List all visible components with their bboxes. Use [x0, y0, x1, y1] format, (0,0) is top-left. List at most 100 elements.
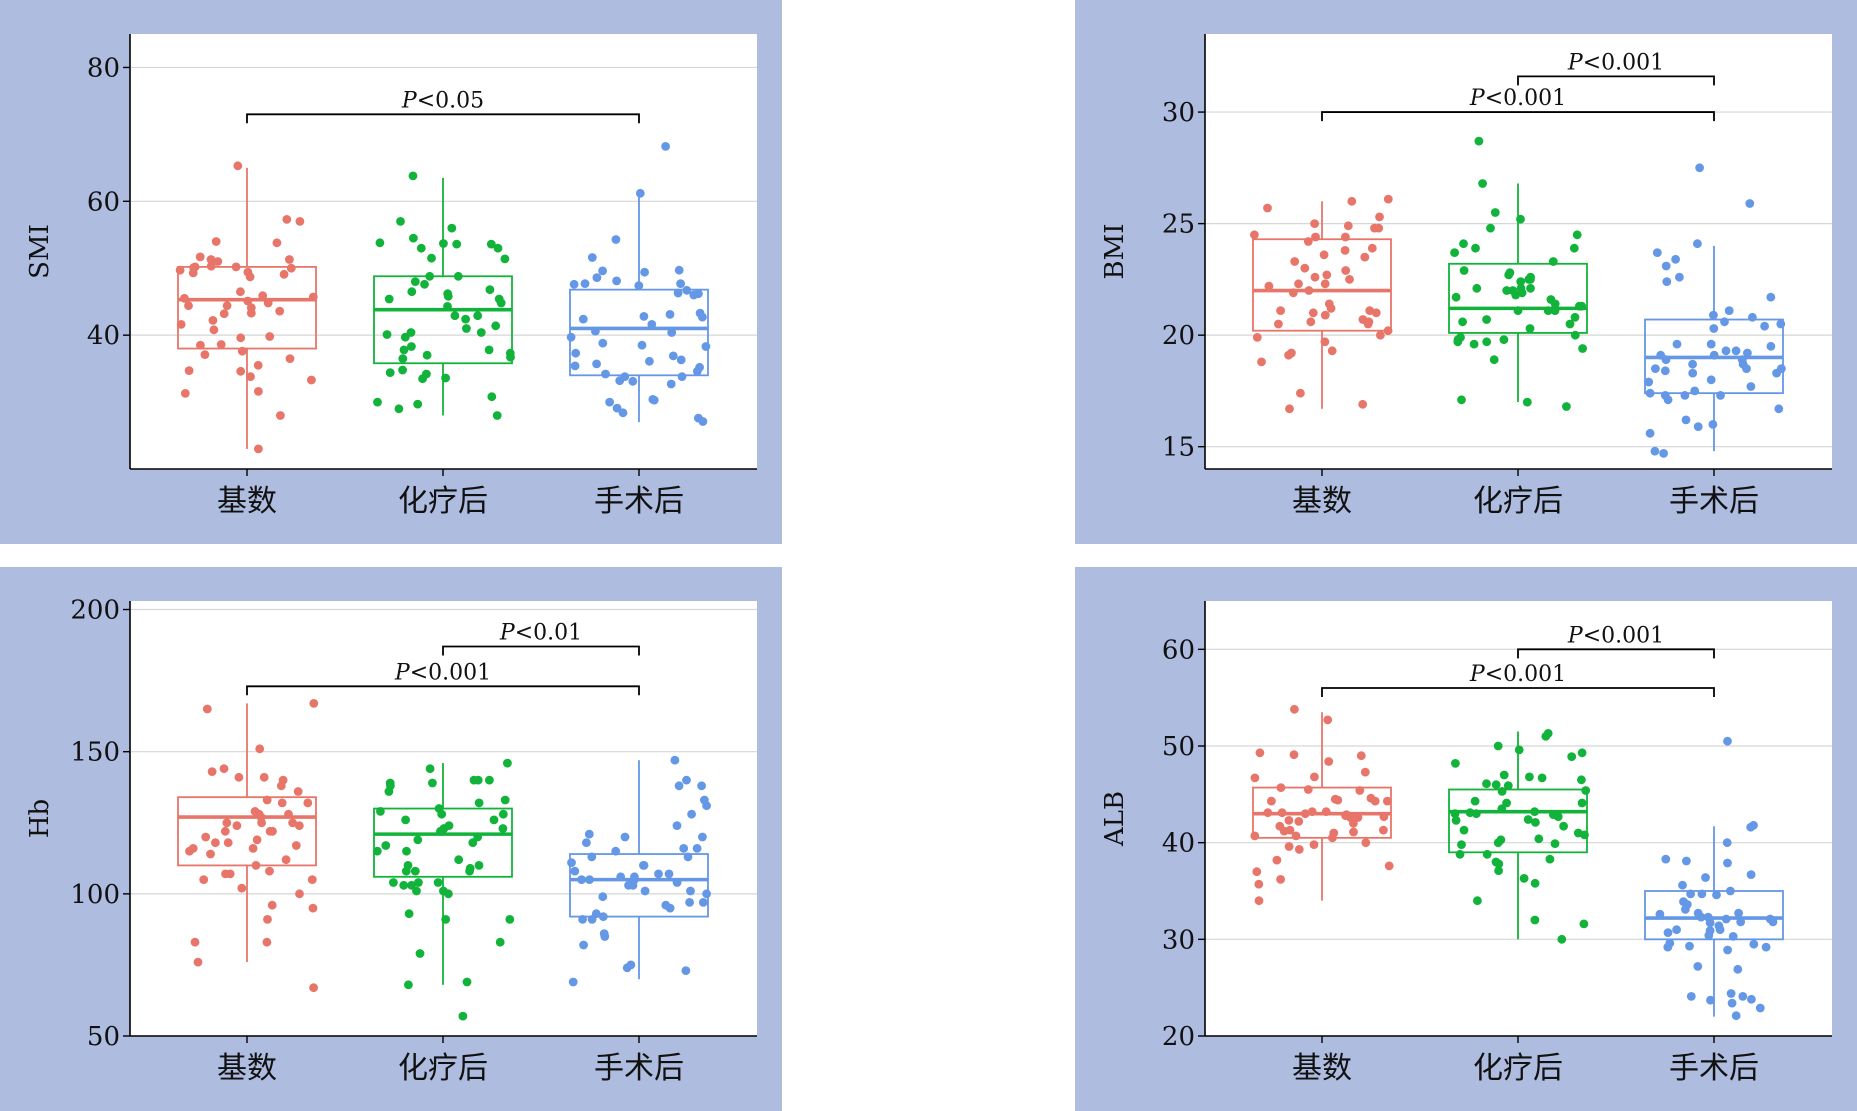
data-point: [223, 838, 233, 848]
data-point: [587, 915, 597, 924]
data-point: [587, 852, 597, 862]
data-point: [630, 872, 639, 882]
data-point: [1296, 388, 1305, 398]
data-point: [1375, 212, 1384, 222]
data-point: [427, 253, 436, 263]
data-point: [307, 875, 317, 884]
data-point: [1519, 874, 1529, 883]
data-point: [1472, 283, 1482, 293]
data-point: [1522, 397, 1532, 407]
data-point: [567, 858, 576, 867]
significance-label: P<0.001: [1469, 662, 1566, 687]
data-point: [664, 869, 674, 879]
data-point: [493, 243, 503, 253]
data-point: [1379, 812, 1389, 821]
box-iqr: [569, 853, 709, 918]
data-point: [1379, 825, 1388, 835]
data-point: [1708, 420, 1718, 429]
data-point: [441, 915, 451, 924]
data-point: [571, 348, 581, 358]
data-point: [1514, 745, 1524, 755]
data-point: [408, 171, 418, 181]
data-point: [1276, 306, 1285, 315]
data-point: [1490, 208, 1500, 217]
data-point: [577, 875, 586, 884]
data-point: [677, 372, 687, 381]
data-point: [1696, 912, 1706, 922]
data-point: [686, 886, 695, 896]
box-iqr: [1448, 262, 1588, 334]
data-point: [1451, 292, 1461, 302]
data-point: [1306, 317, 1316, 327]
data-point: [422, 350, 432, 360]
data-point: [1310, 272, 1320, 282]
data-point: [645, 356, 654, 366]
y-tick-label: 50: [87, 1022, 120, 1052]
data-point: [697, 781, 706, 791]
data-point: [293, 787, 303, 796]
data-point: [1276, 783, 1286, 792]
data-point: [1347, 196, 1357, 206]
data-point: [286, 263, 296, 273]
data-point: [1356, 751, 1366, 761]
data-point: [673, 288, 683, 298]
data-point: [1494, 866, 1503, 876]
data-point: [372, 846, 382, 856]
data-point: [637, 340, 647, 350]
data-point: [674, 781, 684, 791]
data-point: [474, 798, 484, 808]
data-point: [1645, 388, 1655, 398]
y-tick-label: 30: [1162, 98, 1195, 128]
data-point: [1322, 270, 1332, 280]
x-tick-label: 化疗后: [1473, 484, 1563, 519]
data-point: [180, 293, 189, 303]
data-point: [1644, 377, 1654, 387]
data-point: [406, 328, 416, 337]
data-point: [1254, 879, 1264, 889]
data-point: [700, 795, 709, 805]
data-point: [416, 243, 426, 253]
significance-label: P<0.05: [401, 88, 484, 113]
data-point: [1663, 395, 1673, 405]
data-point: [285, 354, 295, 363]
data-point: [612, 403, 622, 413]
data-point: [1450, 248, 1459, 257]
data-point: [1470, 796, 1480, 806]
data-point: [1562, 402, 1571, 411]
data-point: [252, 835, 262, 845]
data-point: [1345, 275, 1354, 284]
data-point: [1765, 914, 1775, 924]
data-point: [694, 289, 703, 299]
data-point: [698, 898, 708, 907]
data-point: [219, 764, 229, 774]
y-tick-label: 20: [1162, 321, 1195, 351]
data-point: [436, 826, 445, 836]
data-point: [1655, 909, 1665, 919]
data-point: [1486, 223, 1495, 233]
data-point: [439, 239, 448, 248]
data-point: [236, 333, 246, 343]
data-point: [1660, 366, 1670, 376]
significance-bracket: [1517, 648, 1715, 659]
data-point: [219, 309, 229, 319]
data-point: [265, 332, 275, 341]
box-iqr: [1448, 788, 1588, 854]
data-point: [1736, 917, 1746, 927]
data-point: [234, 772, 244, 782]
data-point: [1747, 994, 1756, 1004]
data-point: [404, 909, 414, 919]
data-point: [1482, 315, 1491, 324]
data-point: [398, 365, 407, 375]
data-point: [276, 781, 286, 791]
data-point: [598, 912, 608, 921]
data-point: [211, 237, 221, 246]
data-point: [444, 821, 454, 830]
data-point: [1349, 818, 1358, 828]
data-point: [1734, 908, 1743, 918]
data-point: [276, 411, 285, 420]
data-point: [639, 861, 649, 870]
data-point: [486, 239, 496, 249]
data-point: [1263, 203, 1272, 213]
data-point: [1721, 346, 1731, 356]
data-point: [1453, 337, 1463, 347]
